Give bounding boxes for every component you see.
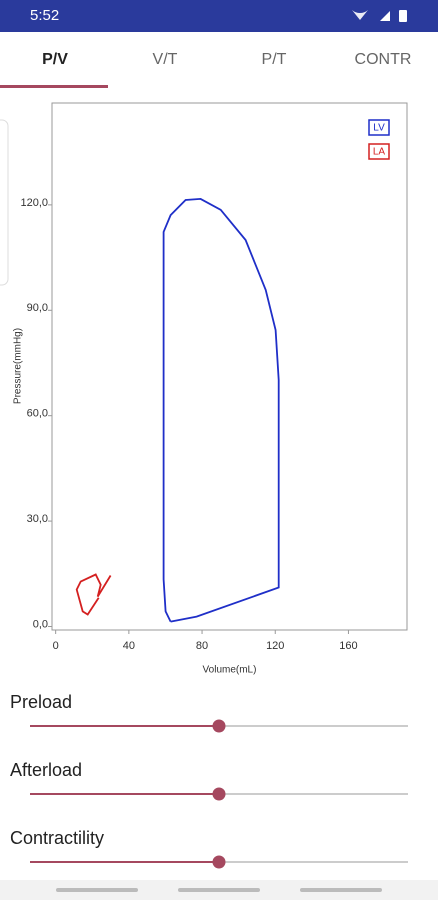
x-axis-label: Volume(mL) — [203, 665, 257, 676]
y-tick-label: 120,0 — [20, 197, 48, 209]
y-tick-label: 30,0 — [27, 513, 48, 525]
slider-label: Contractility — [10, 828, 104, 848]
nav-handles — [56, 888, 382, 892]
slider-thumb[interactable] — [212, 719, 226, 733]
legend-box — [368, 143, 390, 160]
x-tick-label: 160 — [339, 640, 357, 652]
y-tick-label: 90,0 — [27, 302, 48, 314]
y-tick-label: 0,0 — [33, 618, 48, 630]
series-line — [162, 197, 280, 623]
tab[interactable]: CONTR — [355, 51, 412, 68]
plot-frame — [51, 102, 408, 631]
legend-box — [368, 119, 390, 136]
tab[interactable]: P/T — [262, 51, 287, 68]
status-icons — [352, 10, 407, 22]
x-tick-label: 40 — [123, 640, 135, 652]
y-tick-label: 60,0 — [27, 408, 48, 420]
side-card — [0, 119, 9, 286]
tab-indicator — [0, 85, 108, 88]
legend-label: LV — [373, 123, 385, 134]
status-bar — [0, 0, 438, 32]
legend-label: LA — [373, 147, 386, 158]
x-tick-label: 120 — [266, 640, 284, 652]
x-tick-label: 80 — [196, 640, 208, 652]
series-line — [75, 573, 112, 616]
status-time: 5:52 — [30, 7, 59, 24]
tab[interactable]: V/T — [153, 51, 178, 68]
slider-thumb[interactable] — [212, 787, 226, 801]
slider-label: Afterload — [10, 760, 82, 780]
y-axis-label: Pressure(mmHg) — [13, 328, 24, 404]
tab[interactable]: P/V — [42, 51, 68, 68]
slider-thumb[interactable] — [212, 855, 226, 869]
x-tick-label: 0 — [53, 640, 59, 652]
slider-label: Preload — [10, 692, 72, 712]
